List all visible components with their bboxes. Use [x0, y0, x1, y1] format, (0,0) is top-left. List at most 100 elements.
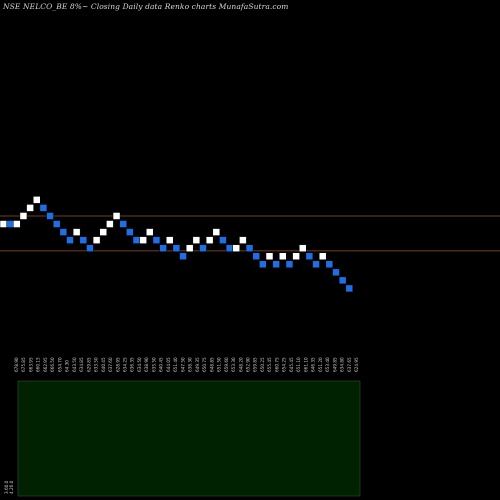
- renko-brick: [332, 268, 340, 277]
- x-tick-label: 634.25: [123, 357, 128, 372]
- x-tick-label: 661.10: [303, 357, 308, 372]
- renko-brick: [86, 244, 94, 252]
- x-tick-label: 652.90: [245, 357, 250, 372]
- renko-brick: [305, 252, 314, 260]
- x-tick-label: 644.05: [166, 357, 171, 372]
- renko-brick: [239, 236, 247, 244]
- renko-brick: [225, 244, 234, 252]
- left-label: 3.60.0: [4, 480, 9, 494]
- x-tick-label: 640.45: [101, 357, 106, 372]
- x-tick-label: 654.25: [282, 357, 287, 372]
- x-tick-label: 637.65: [347, 357, 352, 372]
- renko-brick: [252, 252, 260, 260]
- x-tick-label: 650.75: [202, 357, 207, 372]
- left-label: 4.26.0: [9, 480, 14, 494]
- renko-brick: [33, 196, 41, 204]
- x-tick-label: 660.15: [36, 357, 41, 372]
- x-tick-label: 635.50: [151, 357, 156, 372]
- renko-brick: [6, 220, 14, 228]
- renko-brick: [106, 220, 114, 228]
- x-tick-label: 649.35: [195, 357, 200, 372]
- x-tick-label: 659.60: [224, 357, 229, 372]
- renko-brick: [219, 236, 227, 244]
- x-tick-label: 651.50: [217, 357, 222, 372]
- renko-brick: [205, 236, 214, 244]
- x-tick-label: 651.20: [318, 357, 323, 372]
- renko-brick: [126, 228, 134, 236]
- renko-brick: [338, 276, 347, 285]
- x-tick-label: 649.85: [332, 357, 337, 372]
- renko-brick: [26, 204, 34, 212]
- x-tick-label: 643.50: [72, 357, 77, 372]
- renko-brick: [192, 236, 201, 244]
- x-tick-label: 654.70: [57, 357, 62, 372]
- x-tick-label: 634.85: [79, 357, 84, 372]
- renko-brick: [272, 260, 280, 269]
- x-tick-label: 660.75: [274, 357, 279, 372]
- x-tick-label: 651.10: [296, 357, 301, 372]
- renko-brick: [279, 252, 287, 260]
- renko-bricks: [0, 196, 354, 293]
- renko-brick: [39, 204, 48, 212]
- renko-brick: [199, 244, 207, 252]
- renko-brick: [172, 244, 181, 252]
- renko-brick: [292, 252, 300, 260]
- renko-brick: [245, 244, 254, 252]
- renko-brick: [318, 252, 327, 260]
- renko-brick: [325, 260, 334, 269]
- x-tick-label: 638.30: [188, 357, 193, 372]
- renko-brick: [166, 236, 174, 244]
- x-tick-label: 659.85: [253, 357, 258, 372]
- x-tick-label: 633.50: [94, 357, 99, 372]
- renko-brick: [46, 212, 54, 220]
- renko-brick: [139, 236, 147, 244]
- renko-brick: [185, 244, 194, 252]
- renko-brick: [146, 228, 154, 236]
- renko-brick: [265, 252, 274, 260]
- x-tick-labels: 678.90 675.85 663.95 660.15 662.95 666.50 654.…: [14, 357, 359, 372]
- renko-brick: [59, 228, 68, 236]
- x-tick-label: 666.50: [50, 357, 55, 372]
- renko-brick: [212, 228, 221, 236]
- x-tick-label: 653.40: [325, 357, 330, 372]
- renko-brick: [72, 228, 81, 236]
- renko-brick: [159, 244, 167, 252]
- renko-brick: [179, 252, 187, 260]
- volume-panel: [17, 380, 361, 497]
- left-labels: 3.60.0 4.26.0: [4, 480, 14, 494]
- x-tick-label: 645.45: [289, 357, 294, 372]
- x-tick-label: 64.30: [65, 360, 70, 372]
- renko-brick: [13, 220, 21, 228]
- x-tick-label: 648.85: [209, 357, 214, 372]
- x-tick-label: 628.95: [115, 357, 120, 372]
- x-tick-label: 637.60: [108, 357, 113, 372]
- renko-brick: [312, 260, 320, 269]
- x-tick-label: 678.90: [14, 357, 19, 372]
- renko-brick: [79, 236, 88, 244]
- x-tick-label: 624.95: [354, 357, 359, 372]
- renko-brick: [232, 244, 240, 252]
- x-tick-label: 675.85: [21, 357, 26, 372]
- x-tick-label: 655.45: [267, 357, 272, 372]
- x-tick-label: 636.35: [130, 357, 135, 372]
- x-tick-label: 650.25: [260, 357, 265, 372]
- x-tick-label: 629.85: [86, 357, 91, 372]
- renko-brick: [99, 228, 107, 236]
- renko-brick: [66, 236, 74, 244]
- renko-brick: [0, 220, 8, 228]
- x-tick-label: 634.80: [340, 357, 345, 372]
- x-tick-label: 662.95: [43, 357, 48, 372]
- renko-brick: [19, 212, 28, 220]
- renko-brick: [259, 260, 267, 269]
- chart-title: NSE NELCO_BE 8%~ Closing Daily data Renk…: [3, 2, 289, 11]
- x-tick-label: 648.20: [238, 357, 243, 372]
- x-tick-label: 646.35: [311, 357, 316, 372]
- x-tick-label: 663.95: [28, 357, 33, 372]
- renko-brick: [345, 284, 354, 293]
- renko-brick: [152, 236, 161, 244]
- renko-brick: [52, 220, 61, 228]
- renko-brick: [92, 236, 101, 244]
- renko-brick: [285, 260, 294, 269]
